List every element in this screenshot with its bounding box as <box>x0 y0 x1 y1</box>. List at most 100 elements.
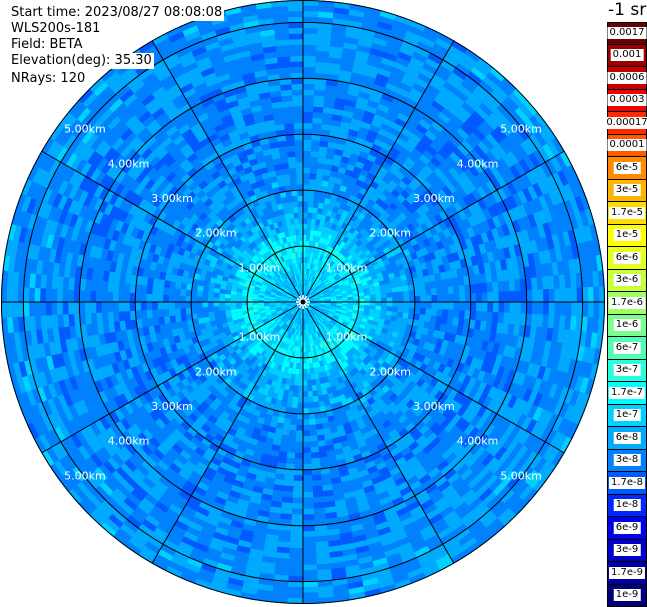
gate-cell <box>258 297 265 300</box>
gate-cell <box>440 356 450 366</box>
gate-cell <box>381 361 389 369</box>
gate-cell <box>451 342 460 353</box>
gate-cell <box>303 201 309 208</box>
gate-cell <box>315 338 320 345</box>
gate-cell <box>554 153 568 170</box>
gate-cell <box>387 486 400 497</box>
gate-cell <box>100 343 109 356</box>
gate-cell <box>303 100 314 107</box>
gate-cell <box>339 64 353 73</box>
gate-cell <box>265 310 272 315</box>
gate-cell <box>512 192 523 207</box>
gate-cell <box>369 290 376 295</box>
gate-cell <box>568 213 579 230</box>
gate-cell <box>139 372 149 384</box>
gate-cell <box>103 401 115 414</box>
gate-cell <box>318 336 324 343</box>
gate-cell <box>507 456 521 471</box>
gate-cell <box>275 325 281 332</box>
gate-cell <box>464 48 481 63</box>
gate-cell <box>251 332 258 339</box>
gate-cell <box>502 118 516 134</box>
gate-cell <box>286 457 295 464</box>
gate-cell <box>542 143 555 160</box>
gate-cell <box>310 309 316 314</box>
gate-cell <box>318 306 325 309</box>
gate-cell <box>447 286 454 295</box>
gate-cell <box>342 174 352 182</box>
gate-cell <box>141 310 148 319</box>
gate-cell <box>130 274 138 285</box>
gate-cell <box>303 441 311 448</box>
gate-cell <box>133 435 146 448</box>
gate-cell <box>552 219 563 234</box>
gate-cell <box>232 344 240 352</box>
gate-cell <box>281 434 289 442</box>
gate-cell <box>15 393 27 411</box>
gate-cell <box>303 279 306 286</box>
gate-cell <box>448 204 458 216</box>
gate-cell <box>335 504 348 512</box>
gate-cell <box>351 424 360 433</box>
gate-cell <box>304 285 306 291</box>
gate-cell <box>389 102 403 113</box>
gate-cell <box>355 161 365 170</box>
gate-cell <box>331 223 338 231</box>
gate-cell <box>373 138 385 148</box>
gate-cell <box>262 388 269 396</box>
gate-cell <box>323 232 330 240</box>
gate-cell <box>464 97 479 111</box>
gate-cell <box>272 591 288 598</box>
gate-cell <box>381 406 391 416</box>
gate-cell <box>443 218 453 229</box>
gate-cell <box>433 249 442 259</box>
gate-cell <box>108 513 124 529</box>
gate-cell <box>359 361 367 369</box>
gate-cell <box>233 555 249 565</box>
gate-cell <box>230 397 240 406</box>
gate-cell <box>37 418 49 435</box>
gate-cell <box>420 381 430 391</box>
gate-cell <box>316 325 322 332</box>
gate-cell <box>477 210 487 223</box>
gate-cell <box>353 304 359 308</box>
gate-cell <box>84 302 91 314</box>
gate-cell <box>540 426 553 442</box>
gate-cell <box>236 358 244 366</box>
gate-cell <box>426 432 438 444</box>
gate-cell <box>336 279 343 285</box>
gate-cell <box>350 346 358 354</box>
gate-cell <box>315 423 324 430</box>
gate-cell <box>308 351 312 358</box>
gate-cell <box>229 572 245 581</box>
gate-cell <box>178 362 187 372</box>
gate-cell <box>165 534 182 547</box>
gate-cell <box>338 70 352 78</box>
gate-cell <box>363 291 370 296</box>
gate-cell <box>563 183 575 200</box>
gate-cell <box>378 373 387 382</box>
gate-cell <box>271 329 277 336</box>
gate-cell <box>430 281 437 289</box>
gate-cell <box>323 291 330 296</box>
gate-cell <box>467 328 475 339</box>
gate-cell <box>330 278 336 284</box>
gate-cell <box>288 564 303 571</box>
gate-cell <box>290 530 303 537</box>
gate-cell <box>191 547 207 558</box>
gate-cell <box>176 454 188 465</box>
gate-cell <box>455 417 466 429</box>
gate-cell <box>280 354 286 361</box>
gate-cell <box>403 72 418 83</box>
gate-cell <box>243 364 251 372</box>
gate-cell <box>218 485 231 496</box>
gate-cell <box>168 447 180 459</box>
gate-cell <box>47 398 58 414</box>
gate-cell <box>115 372 125 384</box>
gate-cell <box>290 333 295 340</box>
gate-cell <box>382 476 395 486</box>
gate-cell <box>94 467 108 482</box>
gate-cell <box>522 374 532 389</box>
gate-cell <box>384 156 395 166</box>
gate-cell <box>344 427 354 435</box>
